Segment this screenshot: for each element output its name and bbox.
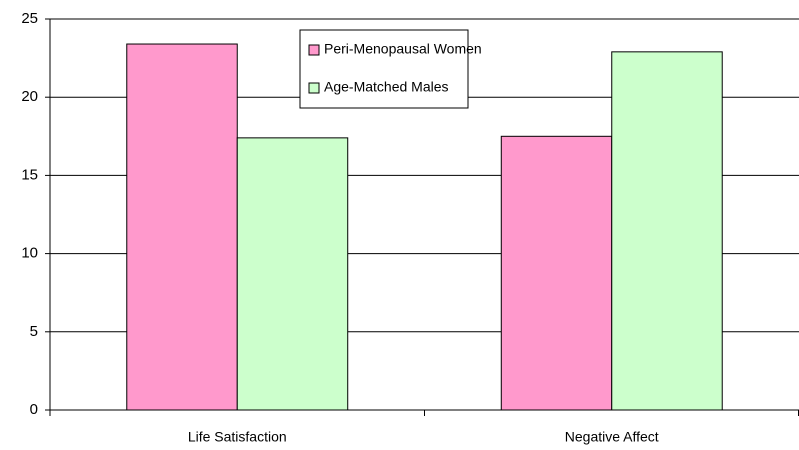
- y-tick-label: 10: [21, 245, 38, 262]
- bar: [236, 137, 349, 411]
- legend-label: Age-Matched Males: [324, 79, 449, 95]
- y-tick-label: 5: [30, 323, 38, 340]
- x-tick-label: Life Satisfaction: [188, 429, 287, 445]
- y-tick-label: 25: [21, 10, 38, 27]
- bar: [611, 51, 723, 411]
- y-tick-label: 0: [30, 401, 38, 418]
- y-tick-label: 15: [21, 166, 38, 183]
- y-tick-label: 20: [21, 88, 38, 105]
- x-tick-label: Negative Affect: [565, 429, 659, 445]
- legend-swatch: [308, 82, 320, 94]
- bar: [500, 135, 613, 411]
- legend-box: [299, 29, 469, 109]
- bar: [126, 43, 238, 411]
- legend-swatch: [308, 44, 320, 56]
- legend-label: Peri-Menopausal Women: [324, 41, 482, 57]
